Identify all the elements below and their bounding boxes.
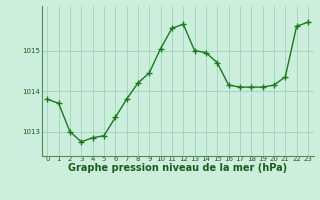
X-axis label: Graphe pression niveau de la mer (hPa): Graphe pression niveau de la mer (hPa) [68, 163, 287, 173]
